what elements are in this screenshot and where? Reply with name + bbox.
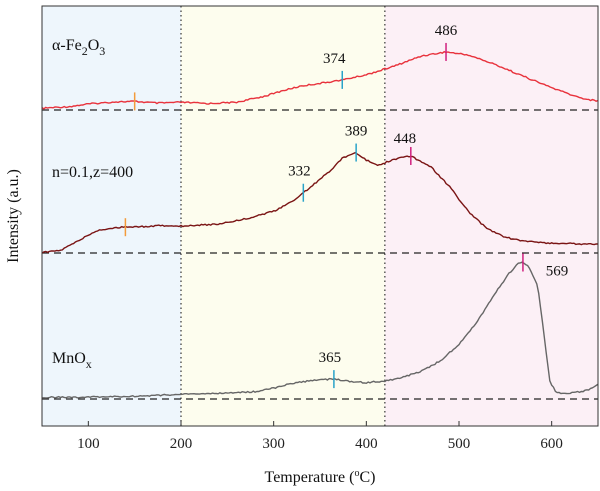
peak-label: 486 bbox=[435, 23, 458, 39]
series-label-2: n=0.1,z=400 bbox=[52, 164, 133, 181]
region-2 bbox=[181, 6, 385, 426]
series-labels: α-Fe2O3 n=0.1,z=400 MnOx bbox=[52, 37, 133, 371]
peak-markers bbox=[124, 42, 524, 389]
peak-label: 569 bbox=[546, 264, 569, 280]
curve-series-2 bbox=[41, 151, 599, 254]
series-label-1: α-Fe2O3 bbox=[52, 37, 105, 58]
region-3 bbox=[384, 6, 598, 426]
x-tick-label: 200 bbox=[170, 436, 193, 452]
x-axis-title-unit: C) bbox=[359, 469, 375, 486]
peak-label: 374 bbox=[323, 51, 346, 67]
series-label-3: MnOx bbox=[52, 350, 92, 371]
peak-label: 448 bbox=[394, 131, 417, 147]
series-baselines bbox=[42, 109, 598, 400]
x-axis-title-main: Temperature ( bbox=[265, 469, 355, 486]
x-axis-tick-labels: 100 200 300 400 500 600 bbox=[77, 436, 563, 452]
temperature-regions bbox=[42, 6, 598, 426]
x-axis-title: Temperature (oC) bbox=[265, 468, 376, 486]
peak-labels: 374 486 332 389 448 365 569 bbox=[288, 23, 568, 366]
x-tick-label: 600 bbox=[540, 436, 563, 452]
peak-label: 365 bbox=[319, 350, 342, 366]
x-tick-label: 400 bbox=[355, 436, 378, 452]
x-axis-ticks bbox=[87, 421, 553, 426]
x-tick-label: 500 bbox=[448, 436, 471, 452]
peak-label: 332 bbox=[288, 164, 311, 180]
peak-label: 389 bbox=[345, 124, 368, 140]
region-1 bbox=[42, 6, 181, 426]
x-tick-label: 300 bbox=[262, 436, 285, 452]
y-axis-title: Intensity (a.u.) bbox=[5, 169, 22, 263]
x-axis-title-degree: o bbox=[354, 468, 359, 479]
plot-frame bbox=[41, 5, 599, 427]
curve-series-3 bbox=[41, 261, 599, 399]
x-tick-label: 100 bbox=[77, 436, 100, 452]
